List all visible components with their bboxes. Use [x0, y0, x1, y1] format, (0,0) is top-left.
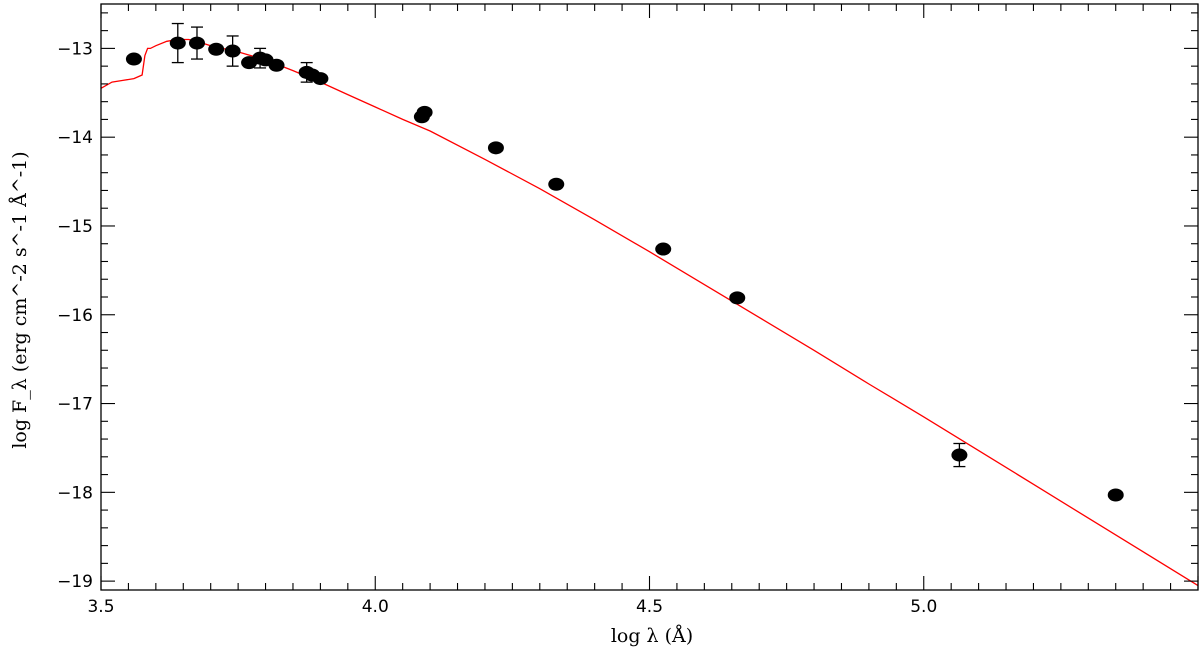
- data-point: [208, 42, 225, 56]
- data-point: [169, 36, 186, 50]
- points-layer: [125, 22, 1124, 502]
- data-point: [268, 58, 285, 72]
- data-point: [951, 448, 968, 462]
- data-point: [655, 242, 672, 256]
- y-tick-label: −19: [57, 572, 93, 592]
- data-point: [487, 141, 504, 155]
- data-point: [224, 44, 241, 58]
- data-point: [125, 52, 142, 66]
- x-tick-label: 3.5: [87, 597, 114, 617]
- x-tick-label: 5.0: [910, 597, 937, 617]
- y-tick-label: −18: [57, 483, 93, 503]
- data-point: [1107, 488, 1124, 502]
- data-point: [416, 105, 433, 119]
- y-tick-label: −17: [57, 395, 93, 415]
- y-tick-label: −13: [57, 39, 93, 59]
- data-point: [548, 177, 565, 191]
- y-tick-label: −14: [57, 128, 93, 148]
- data-point: [729, 291, 746, 305]
- data-point: [312, 72, 329, 86]
- plot-frame: [100, 3, 1199, 591]
- x-tick-label: 4.0: [362, 597, 389, 617]
- data-point: [188, 36, 205, 50]
- model-curve-line: [100, 38, 1199, 587]
- y-axis-title: log F_λ (erg cm^-2 s^-1 Å^-1): [9, 151, 31, 448]
- model-layer: [100, 38, 1199, 587]
- tick-labels-layer: 3.5 4.0 4.5 5.0 −19 −18 −17 −16 −15 −14 −13: [57, 39, 937, 617]
- x-tick-label: 4.5: [636, 597, 663, 617]
- axes-layer: [100, 3, 1199, 591]
- x-axis-title: log λ (Å): [611, 625, 693, 647]
- y-tick-label: −15: [57, 217, 93, 237]
- y-tick-label: −16: [57, 306, 93, 326]
